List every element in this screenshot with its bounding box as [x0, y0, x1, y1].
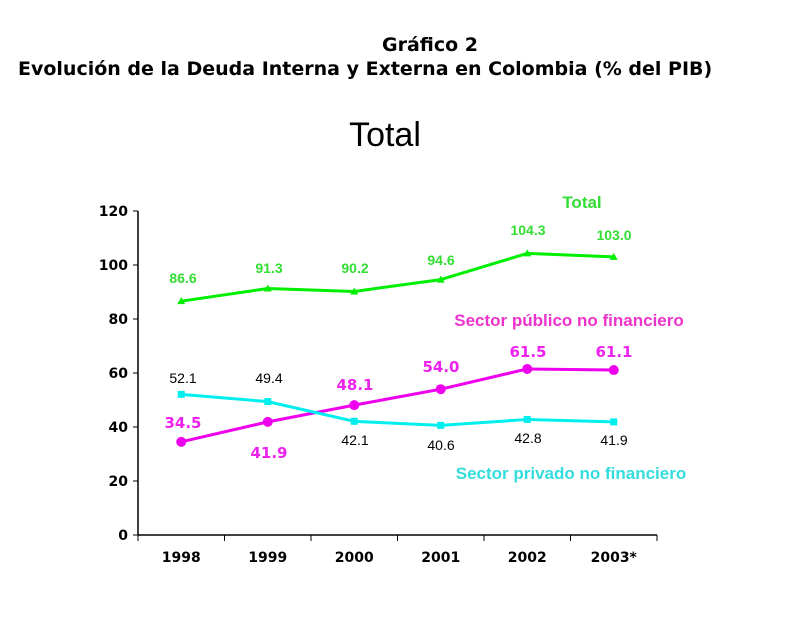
x-tick-label: 2003*: [591, 550, 638, 566]
data-point-marker: [176, 436, 187, 447]
data-label: 91.3: [255, 260, 282, 276]
series-line-1: [180, 367, 614, 444]
data-label: 42.8: [514, 430, 541, 446]
data-point-marker: [435, 384, 446, 395]
series-name-label: Sector privado no financiero: [456, 464, 687, 483]
series-line-2: [181, 392, 614, 427]
data-point-marker: [264, 398, 272, 406]
data-point-marker: [262, 416, 273, 427]
data-point-marker: [177, 297, 186, 305]
series-name-label: Sector público no financiero: [454, 311, 684, 330]
data-point-marker: [350, 287, 359, 295]
data-label: 86.6: [169, 270, 196, 286]
x-tick-label: 2002: [508, 550, 547, 566]
data-point-marker: [522, 363, 533, 374]
y-tick-label: 20: [109, 474, 129, 490]
data-point-marker: [523, 415, 531, 423]
x-tick-label: 1999: [248, 550, 287, 566]
data-point-marker: [350, 417, 358, 425]
data-point-marker: [177, 390, 185, 398]
data-label: 49.4: [255, 370, 282, 386]
data-label: 34.5: [164, 414, 201, 432]
y-tick-label: 100: [99, 258, 128, 274]
x-tick-label: 2001: [421, 550, 460, 566]
axes: 0 20 40 60 80 100 120 1998 1999 2000 2001 2002 2003*: [99, 204, 658, 566]
data-label: 41.9: [600, 432, 627, 448]
data-label: 104.3: [510, 222, 545, 238]
y-tick-label: 120: [99, 204, 128, 220]
data-point-marker: [436, 275, 445, 283]
series-name-label: Total: [562, 193, 601, 212]
chart-title: Total: [349, 116, 421, 154]
data-label: 54.0: [422, 358, 459, 376]
data-label: 94.6: [427, 252, 454, 268]
data-label: 61.1: [595, 343, 632, 361]
data-point-marker: [263, 284, 272, 292]
data-label: 52.1: [169, 370, 196, 386]
series-line-0: [181, 251, 614, 303]
figure-title: Evolución de la Deuda Interna y Externa …: [18, 58, 713, 80]
y-tick-label: 0: [118, 528, 128, 544]
data-point-marker: [610, 418, 618, 426]
data-point-marker: [609, 252, 618, 260]
y-tick-label: 60: [109, 366, 129, 382]
data-label: 42.1: [341, 432, 368, 448]
data-label: 61.5: [509, 343, 546, 361]
y-tick-label: 80: [109, 312, 129, 328]
series-group: [176, 249, 619, 447]
data-point-marker: [608, 365, 619, 376]
data-labels: 86.6 91.3 90.2 94.6 104.3 103.0 Total 34.5 41.9 4…: [164, 193, 686, 483]
figure-number: Gráfico 2: [381, 34, 479, 56]
y-tick-label: 40: [109, 420, 129, 436]
x-tick-label: 1998: [162, 550, 201, 566]
data-label: 48.1: [336, 376, 373, 394]
data-label: 40.6: [427, 437, 454, 453]
data-label: 103.0: [596, 227, 631, 243]
x-tick-label: 2000: [335, 550, 374, 566]
data-label: 90.2: [341, 260, 368, 276]
data-point-marker: [523, 249, 532, 257]
data-label: 41.9: [250, 444, 287, 462]
data-point-marker: [349, 400, 360, 411]
data-point-marker: [437, 421, 445, 429]
